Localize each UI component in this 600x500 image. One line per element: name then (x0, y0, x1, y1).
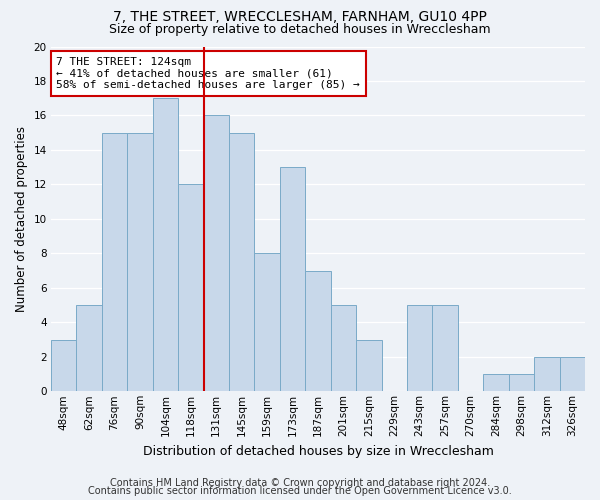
Bar (305, 270, 331, 392)
Bar (76, 305, 102, 392)
Text: Contains HM Land Registry data © Crown copyright and database right 2024.: Contains HM Land Registry data © Crown c… (110, 478, 490, 488)
Bar (254, 254, 280, 392)
Text: Contains public sector information licensed under the Open Government Licence v3: Contains public sector information licen… (88, 486, 512, 496)
Bar (509, 374, 534, 392)
Bar (229, 132, 254, 392)
Bar (356, 340, 382, 392)
Bar (483, 374, 509, 392)
Bar (560, 357, 585, 392)
Text: Size of property relative to detached houses in Wrecclesham: Size of property relative to detached ho… (109, 22, 491, 36)
Bar (51, 340, 76, 392)
Text: 7 THE STREET: 124sqm
← 41% of detached houses are smaller (61)
58% of semi-detac: 7 THE STREET: 124sqm ← 41% of detached h… (56, 57, 360, 90)
Bar (152, 98, 178, 392)
Bar (534, 357, 560, 392)
Y-axis label: Number of detached properties: Number of detached properties (15, 126, 28, 312)
Bar (331, 305, 356, 392)
Bar (203, 116, 229, 392)
Bar (102, 132, 127, 392)
Bar (407, 305, 433, 392)
X-axis label: Distribution of detached houses by size in Wrecclesham: Distribution of detached houses by size … (143, 444, 493, 458)
Bar (280, 167, 305, 392)
Text: 7, THE STREET, WRECCLESHAM, FARNHAM, GU10 4PP: 7, THE STREET, WRECCLESHAM, FARNHAM, GU1… (113, 10, 487, 24)
Bar (127, 132, 152, 392)
Bar (433, 305, 458, 392)
Bar (178, 184, 203, 392)
